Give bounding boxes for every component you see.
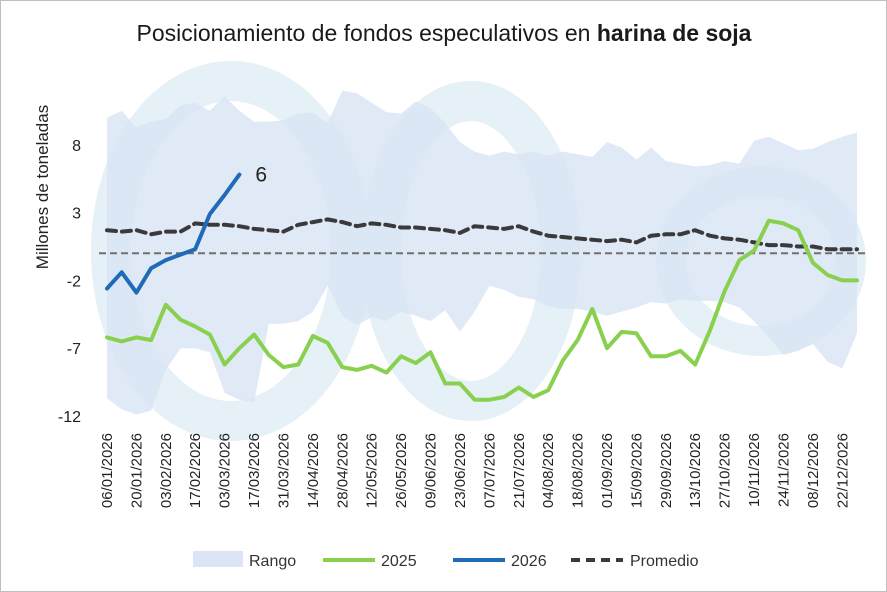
legend-label-rango: Rango (249, 553, 296, 570)
x-tick-label: 04/08/2026 (540, 433, 557, 508)
x-tick-label: 03/03/2026 (217, 433, 234, 508)
y-tick-label: -2 (67, 273, 81, 290)
y-tick-label: 8 (72, 138, 81, 155)
x-tick-label: 06/01/2026 (99, 433, 116, 508)
legend-label-promedio: Promedio (630, 553, 699, 570)
chart-title-bold: harina de soja (597, 20, 752, 46)
x-tick-label: 13/10/2026 (687, 433, 704, 508)
x-tick-label: 15/09/2026 (628, 433, 645, 508)
x-tick-label: 21/07/2026 (511, 433, 528, 508)
x-tick-label: 14/04/2026 (305, 433, 322, 508)
chart-title: Posicionamiento de fondos especulativos … (137, 20, 752, 46)
x-tick-label: 22/12/2026 (834, 433, 851, 508)
range-band (107, 90, 857, 415)
x-tick-label: 20/01/2026 (128, 433, 145, 508)
y-ticks: 8 3 -2 -7 -12 (58, 138, 81, 426)
y-tick-label: 3 (72, 206, 81, 223)
legend-label-2025: 2025 (381, 553, 417, 570)
x-tick-label: 28/04/2026 (334, 433, 351, 508)
x-tick-label: 12/05/2026 (364, 433, 381, 508)
x-tick-label: 27/10/2026 (717, 433, 734, 508)
x-tick-label: 09/06/2026 (423, 433, 440, 508)
series-layer (105, 172, 859, 402)
y-tick-label: -12 (58, 409, 81, 426)
x-tick-label: 18/08/2026 (570, 433, 587, 508)
x-tick-label: 03/02/2026 (158, 433, 175, 508)
x-tick-label: 29/09/2026 (658, 433, 675, 508)
x-tick-label: 08/12/2026 (805, 433, 822, 508)
x-tick-label: 31/03/2026 (276, 433, 293, 508)
series-line-promedio (105, 217, 859, 252)
x-tick-label: 17/03/2026 (246, 433, 263, 508)
y-tick-label: -7 (67, 341, 81, 358)
end-label-2026: 6 (255, 164, 267, 187)
chart-title-normal: Posicionamiento de fondos especulativos … (137, 20, 597, 46)
legend: Rango 2025 2026 Promedio (193, 551, 699, 570)
series-line-2026 (105, 172, 242, 295)
series-line-2025 (105, 218, 859, 402)
x-tick-label: 07/07/2026 (481, 433, 498, 508)
x-ticks: 06/01/2026 20/01/2026 03/02/2026 17/02/2026… (99, 433, 851, 508)
x-tick-label: 10/11/2026 (746, 433, 763, 507)
y-axis-label: Millones de toneladas (33, 105, 52, 269)
range-layer (107, 90, 857, 415)
x-tick-label: 01/09/2026 (599, 433, 616, 508)
legend-swatch-rango (193, 551, 243, 567)
x-tick-label: 23/06/2026 (452, 433, 469, 508)
x-tick-label: 24/11/2026 (776, 433, 793, 507)
x-tick-label: 17/02/2026 (187, 433, 204, 508)
legend-label-2026: 2026 (511, 553, 547, 570)
x-tick-label: 26/05/2026 (393, 433, 410, 508)
